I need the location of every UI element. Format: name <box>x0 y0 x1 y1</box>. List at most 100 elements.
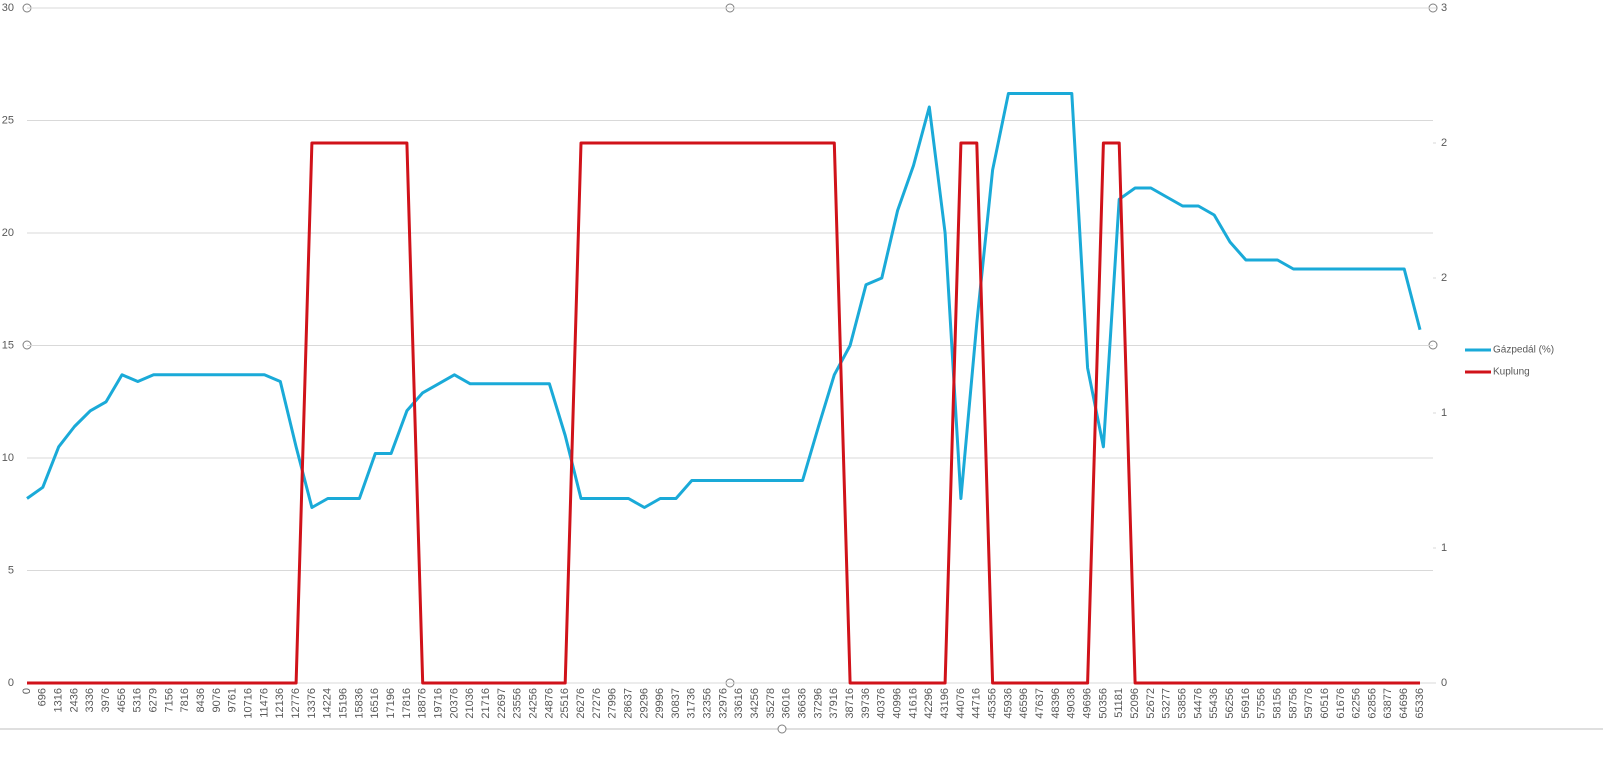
x-tick-label: 44076 <box>955 688 967 719</box>
x-tick-label: 40376 <box>876 688 888 719</box>
x-tick-label: 41616 <box>907 688 919 719</box>
x-tick-label: 32976 <box>717 688 729 719</box>
series-line <box>27 141 1420 685</box>
x-tick-label: 51181 <box>1113 688 1125 718</box>
x-tick-label: 52672 <box>1145 688 1157 719</box>
x-tick-label: 53856 <box>1176 688 1188 719</box>
x-tick-label: 15196 <box>337 688 349 719</box>
x-tick-label: 58156 <box>1271 688 1283 719</box>
x-tick-label: 14224 <box>322 688 334 719</box>
x-tick-label: 3976 <box>100 688 112 712</box>
x-tick-label: 42296 <box>923 688 935 719</box>
x-tick-label: 58756 <box>1287 688 1299 719</box>
x-tick-label: 696 <box>37 688 49 706</box>
x-tick-label: 20376 <box>448 688 460 719</box>
y2-tick-label: 0 <box>1441 677 1447 689</box>
x-tick-label: 33616 <box>733 688 745 719</box>
resize-handle[interactable] <box>777 724 787 734</box>
y2-tick-label: 2 <box>1441 137 1447 149</box>
x-tick-label: 17196 <box>385 688 397 719</box>
x-tick-label: 7156 <box>163 688 175 712</box>
x-tick-label: 16516 <box>369 688 381 719</box>
x-tick-label: 47637 <box>1034 688 1046 719</box>
legend-label: Kuplung <box>1493 367 1530 378</box>
x-tick-label: 12136 <box>274 688 286 719</box>
x-tick-label: 0 <box>21 688 33 694</box>
x-tick-label: 27996 <box>607 688 619 719</box>
x-tick-label: 53277 <box>1161 688 1173 719</box>
x-tick-label: 22697 <box>496 688 508 719</box>
x-tick-label: 1316 <box>53 688 65 712</box>
y2-tick-label: 1 <box>1441 542 1447 554</box>
x-tick-label: 57556 <box>1256 688 1268 719</box>
x-tick-label: 56256 <box>1224 688 1236 719</box>
y-tick-label: 5 <box>8 564 14 576</box>
y2-tick-label: 3 <box>1441 2 1447 14</box>
x-tick-label: 45936 <box>1002 688 1014 719</box>
x-tick-label: 17816 <box>401 688 413 719</box>
x-tick-label: 30837 <box>670 688 682 719</box>
x-tick-label: 34256 <box>749 688 761 719</box>
y-tick-label: 30 <box>2 2 14 14</box>
legend-label: Gázpedál (%) <box>1493 345 1554 356</box>
x-tick-label: 8436 <box>195 688 207 712</box>
x-tick-label: 38716 <box>844 688 856 719</box>
x-tick-label: 36016 <box>781 688 793 719</box>
x-tick-label: 39736 <box>860 688 872 719</box>
x-tick-label: 19716 <box>432 688 444 719</box>
x-tick-label: 27276 <box>591 688 603 719</box>
x-tick-label: 32356 <box>702 688 714 719</box>
x-tick-label: 36636 <box>797 688 809 719</box>
x-tick-label: 59776 <box>1303 688 1315 719</box>
x-tick-label: 46596 <box>1018 688 1030 719</box>
x-tick-label: 3336 <box>84 688 96 712</box>
x-tick-label: 37296 <box>812 688 824 719</box>
x-tick-label: 9761 <box>227 688 239 712</box>
x-tick-label: 52096 <box>1129 688 1141 719</box>
x-tick-label: 48396 <box>1050 688 1062 719</box>
x-tick-label: 5316 <box>132 688 144 712</box>
y2-tick-label: 1 <box>1441 407 1447 419</box>
x-tick-label: 6279 <box>148 688 160 712</box>
x-tick-label: 45356 <box>987 688 999 719</box>
x-tick-label: 10716 <box>243 688 255 719</box>
x-tick-label: 54476 <box>1192 688 1204 719</box>
x-tick-label: 56916 <box>1240 688 1252 719</box>
x-tick-label: 4656 <box>116 688 128 712</box>
x-tick-label: 62856 <box>1366 688 1378 719</box>
x-tick-label: 63877 <box>1382 688 1394 719</box>
x-tick-label: 26276 <box>575 688 587 719</box>
x-tick-label: 29296 <box>638 688 650 719</box>
y-tick-label: 15 <box>2 339 14 351</box>
y-tick-label: 0 <box>8 677 14 689</box>
x-tick-label: 60516 <box>1319 688 1331 719</box>
x-tick-label: 21036 <box>464 688 476 719</box>
x-tick-label: 24876 <box>543 688 555 719</box>
x-tick-label: 9076 <box>211 688 223 712</box>
x-tick-label: 28637 <box>622 688 634 719</box>
x-tick-label: 25516 <box>559 688 571 719</box>
x-tick-label: 49036 <box>1066 688 1078 719</box>
x-tick-label: 13376 <box>306 688 318 719</box>
x-tick-label: 37916 <box>828 688 840 719</box>
x-tick-label: 23556 <box>512 688 524 719</box>
x-tick-label: 31736 <box>686 688 698 719</box>
y2-tick-label: 2 <box>1441 272 1447 284</box>
y-tick-label: 25 <box>2 114 14 126</box>
x-tick-label: 15836 <box>353 688 365 719</box>
x-tick-label: 2436 <box>68 688 80 712</box>
x-tick-label: 40996 <box>892 688 904 719</box>
x-tick-label: 49696 <box>1081 688 1093 719</box>
series-line <box>26 92 1422 509</box>
y-tick-label: 20 <box>2 227 14 239</box>
x-tick-label: 18876 <box>417 688 429 719</box>
x-tick-label: 50356 <box>1097 688 1109 719</box>
x-tick-label: 29996 <box>654 688 666 719</box>
x-tick-label: 55436 <box>1208 688 1220 719</box>
x-tick-label: 65336 <box>1414 688 1426 719</box>
x-tick-label: 7816 <box>179 688 191 712</box>
x-tick-label: 61676 <box>1335 688 1347 719</box>
x-tick-label: 12776 <box>290 688 302 719</box>
x-tick-label: 62256 <box>1351 688 1363 719</box>
